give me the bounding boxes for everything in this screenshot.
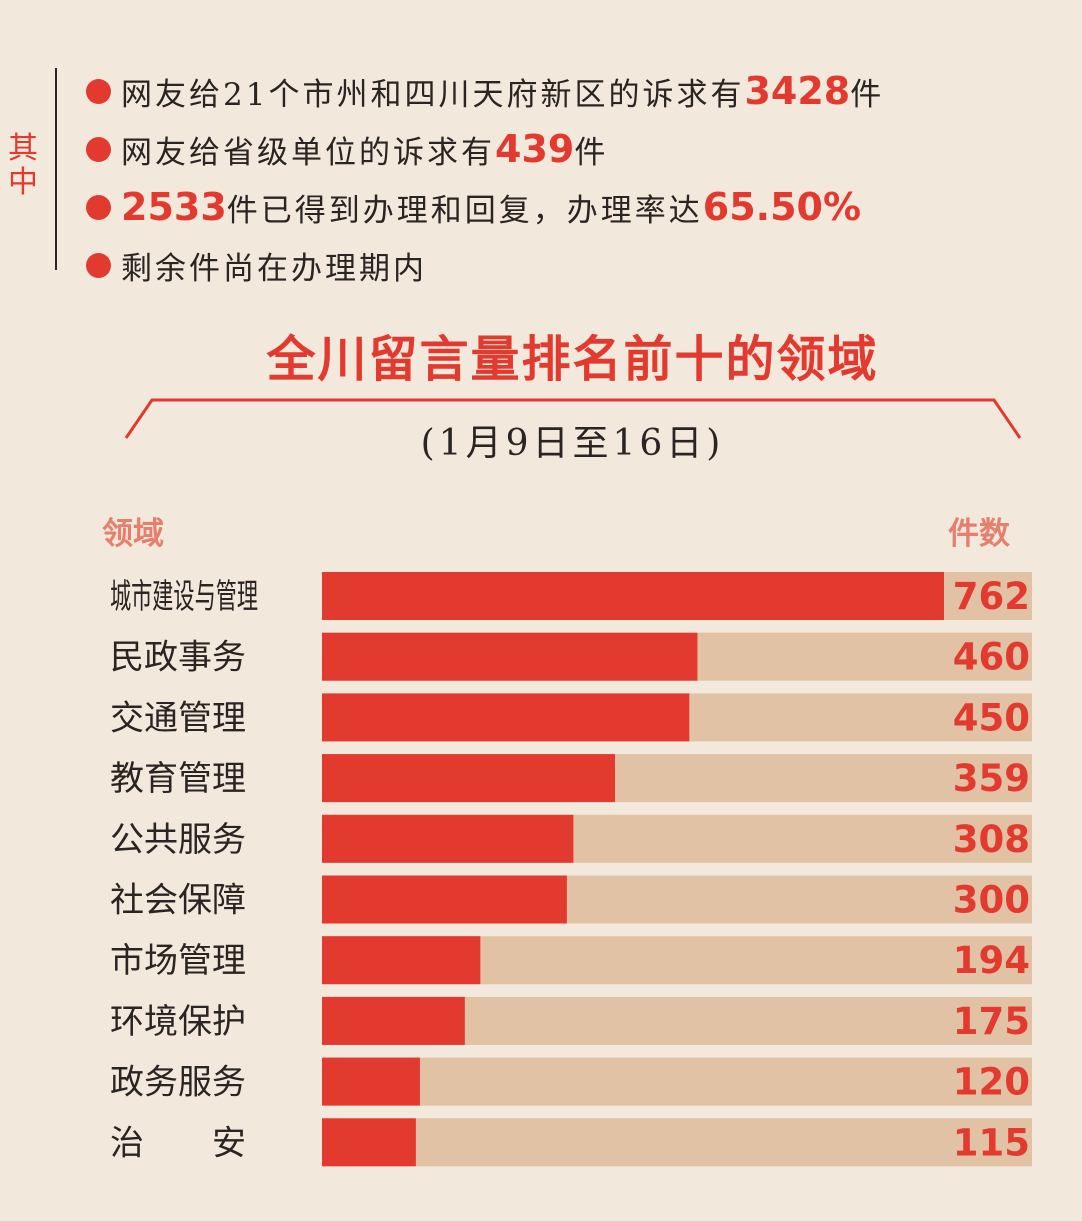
category-label: 环境保护 bbox=[110, 1002, 246, 1042]
bullet-dot-icon bbox=[86, 194, 111, 220]
bar bbox=[322, 875, 567, 924]
category-label: 民政事务 bbox=[110, 638, 246, 678]
value-header: 件数 bbox=[948, 516, 1010, 552]
summary-list: 网友给21个市州和四川天府新区的诉求有 3428 件 网友给省级单位的诉求有 4… bbox=[86, 62, 884, 294]
summary-rate: 65.50% bbox=[702, 185, 862, 229]
value-label: 300 bbox=[953, 879, 1030, 922]
bar bbox=[322, 572, 944, 620]
bar bbox=[322, 1057, 420, 1106]
summary-number: 3428 bbox=[744, 69, 851, 113]
value-label: 175 bbox=[953, 1000, 1030, 1043]
category-label: 社会保障 bbox=[110, 881, 246, 921]
summary-unit: 件 bbox=[574, 134, 609, 171]
bar bbox=[322, 1118, 416, 1167]
value-label: 460 bbox=[953, 636, 1030, 679]
bullet-dot-icon bbox=[86, 78, 111, 104]
summary-item-remaining: 剩余件尚在办理期内 bbox=[86, 236, 884, 294]
value-label: 115 bbox=[953, 1121, 1030, 1164]
category-label: 治 安 bbox=[110, 1123, 246, 1163]
category-header: 领域 bbox=[102, 516, 164, 552]
summary-item-province: 网友给省级单位的诉求有 439 件 bbox=[86, 120, 884, 178]
bar-track bbox=[322, 1118, 1032, 1167]
summary-number: 439 bbox=[495, 127, 575, 171]
category-label: 交通管理 bbox=[110, 698, 246, 738]
category-label: 公共服务 bbox=[110, 820, 246, 860]
bar bbox=[322, 936, 481, 985]
value-label: 308 bbox=[953, 818, 1030, 861]
bar bbox=[322, 996, 465, 1045]
bar bbox=[322, 814, 574, 863]
side-divider bbox=[55, 68, 57, 270]
value-label: 194 bbox=[953, 939, 1030, 982]
bar bbox=[322, 693, 690, 742]
summary-unit: 件 bbox=[850, 76, 885, 113]
summary-text: 件已得到办理和回复，办理率达 bbox=[226, 192, 703, 229]
category-label: 教育管理 bbox=[110, 759, 246, 799]
chart-title: 全川留言量排名前十的领域 bbox=[266, 331, 879, 388]
category-label: 城市建设与管理 bbox=[110, 577, 258, 617]
chart-subtitle: (1月9日至16日) bbox=[420, 423, 725, 464]
category-label: 政务服务 bbox=[110, 1063, 246, 1103]
summary-number: 2533 bbox=[121, 185, 227, 229]
bar-track bbox=[322, 1057, 1032, 1106]
value-label: 762 bbox=[953, 575, 1030, 618]
summary-item-handled: 2533 件已得到办理和回复，办理率达 65.50% bbox=[86, 178, 884, 236]
value-label: 120 bbox=[953, 1061, 1030, 1104]
summary-item-cities: 网友给21个市州和四川天府新区的诉求有 3428 件 bbox=[86, 62, 884, 120]
summary-text: 剩余件尚在办理期内 bbox=[121, 250, 427, 287]
side-label: 其中 bbox=[8, 131, 38, 200]
summary-text: 网友给省级单位的诉求有 bbox=[121, 134, 495, 171]
category-label: 市场管理 bbox=[110, 941, 246, 981]
bar bbox=[322, 754, 616, 803]
bullet-dot-icon bbox=[86, 252, 111, 278]
bullet-dot-icon bbox=[86, 136, 111, 162]
value-label: 359 bbox=[953, 757, 1030, 800]
value-label: 450 bbox=[953, 696, 1030, 739]
title-bracket bbox=[124, 398, 1022, 439]
bar bbox=[322, 632, 698, 681]
summary-text: 网友给21个市州和四川天府新区的诉求有 bbox=[121, 76, 745, 113]
